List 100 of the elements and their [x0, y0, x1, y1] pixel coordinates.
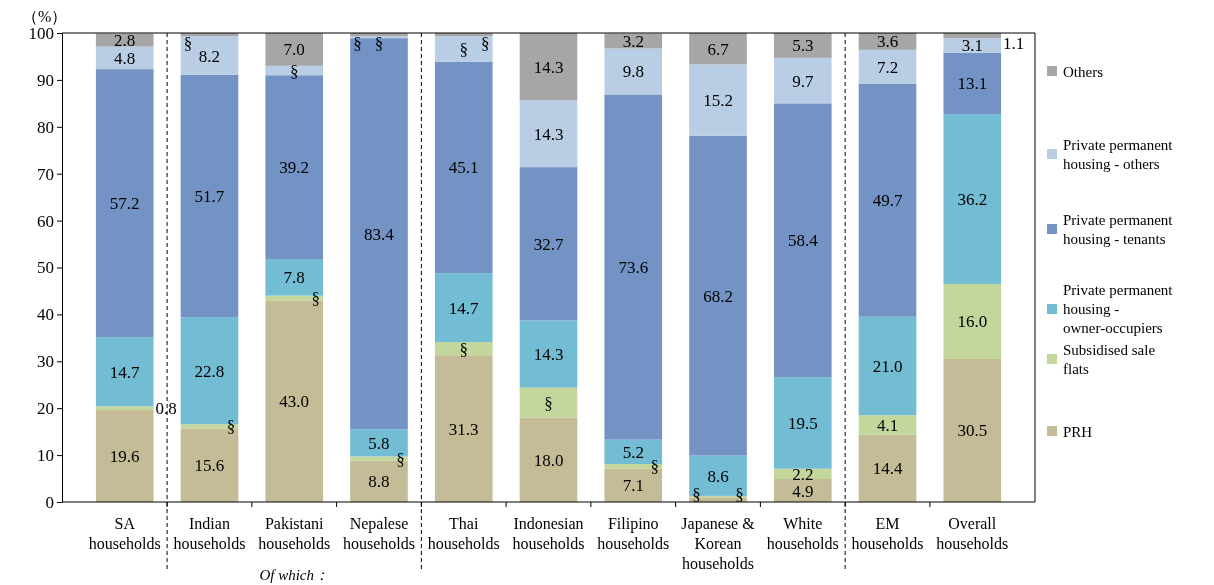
y-tick-label: 90	[37, 70, 54, 90]
data-label: §	[353, 34, 362, 53]
bar	[95, 410, 154, 502]
data-label: 57.2	[109, 194, 140, 214]
data-label: 7.8	[283, 268, 305, 288]
bar	[773, 33, 832, 58]
data-label: 7.2	[876, 57, 899, 77]
x-tick-label: EM households	[851, 515, 924, 552]
data-label: §	[544, 393, 553, 413]
data-label: 49.7	[872, 191, 903, 211]
data-label: 14.4	[872, 459, 903, 479]
bar	[434, 355, 493, 502]
bar	[434, 36, 493, 62]
bar	[265, 33, 324, 66]
data-label: 8.6	[707, 466, 729, 486]
x-tick-label: Overall households	[936, 515, 1009, 552]
bar	[773, 377, 832, 469]
legend-label: PRH	[1063, 424, 1093, 440]
bar	[180, 74, 239, 318]
data-label: 32.7	[533, 234, 564, 254]
bar	[858, 49, 917, 84]
data-label: 1.1	[1003, 34, 1025, 53]
y-axis-title: （%）	[22, 8, 68, 25]
bar	[350, 38, 408, 430]
data-label: 68.2	[703, 286, 733, 306]
data-label: §	[692, 485, 701, 504]
x-tick-label: Indian households	[173, 515, 246, 552]
legend-label: Others	[1063, 64, 1104, 80]
bar	[519, 417, 578, 502]
bar	[689, 64, 747, 136]
data-label: 14.7	[448, 298, 480, 318]
x-tick-label: Indonesian households	[512, 515, 585, 552]
y-tick-label: 10	[37, 446, 54, 466]
x-tick-label: Japanese & Korean households	[681, 515, 756, 572]
data-label: 43.0	[279, 392, 310, 412]
bar	[858, 415, 917, 435]
bar	[519, 387, 578, 418]
data-label: 0.8	[155, 399, 177, 419]
bar	[434, 61, 493, 274]
bar	[519, 320, 578, 388]
data-label: §	[481, 34, 490, 53]
bar	[943, 114, 1002, 284]
y-tick-label: 80	[37, 117, 54, 137]
bar	[689, 135, 747, 456]
data-label: 3.6	[876, 32, 899, 52]
bar	[95, 69, 154, 338]
data-label: 19.6	[109, 447, 140, 467]
bar	[943, 358, 1002, 502]
y-tick-label: 50	[37, 258, 54, 278]
y-tick-label: 40	[37, 305, 54, 325]
bar	[434, 273, 493, 343]
data-label: §	[183, 34, 193, 53]
bar	[689, 33, 747, 65]
data-label: 5.3	[792, 36, 814, 56]
data-label: 2.8	[114, 31, 136, 51]
data-label: 51.7	[194, 186, 225, 206]
y-tick-label: 30	[37, 352, 54, 372]
data-label: 15.6	[194, 456, 225, 476]
x-tick-label: Filipino households	[597, 515, 670, 552]
data-label: 14.3	[533, 345, 564, 365]
data-label: 7.1	[622, 476, 644, 496]
bar	[858, 83, 917, 317]
data-label: 4.9	[792, 481, 814, 501]
y-tick-label: 70	[37, 164, 54, 184]
data-label: 14.7	[109, 362, 141, 382]
data-label: 13.1	[957, 74, 988, 94]
x-tick-label: White households	[766, 515, 839, 552]
data-label: 3.2	[622, 31, 644, 51]
data-label: 8.8	[368, 472, 390, 492]
data-label: 30.5	[957, 421, 988, 441]
data-label: 5.2	[622, 442, 644, 462]
data-label: 8.2	[198, 46, 221, 66]
bar	[943, 52, 1002, 115]
data-label: 9.7	[792, 71, 814, 91]
bar	[858, 316, 917, 416]
data-label: 14.3	[533, 124, 564, 144]
data-label: 3.1	[961, 36, 983, 56]
bar	[519, 100, 578, 168]
data-label: §	[226, 417, 236, 437]
data-label: 4.8	[114, 48, 136, 68]
bar	[519, 33, 578, 101]
data-label: §	[374, 34, 384, 53]
bar	[773, 57, 832, 104]
data-label: 4.1	[876, 415, 899, 435]
data-label: 18.0	[533, 450, 564, 470]
text: Of which：	[259, 567, 330, 583]
x-tick-label: Pakistani households	[258, 515, 331, 552]
data-label: 19.5	[787, 413, 818, 433]
data-label: 14.3	[533, 57, 564, 77]
data-label: 21.0	[872, 356, 903, 376]
bar	[943, 38, 1002, 53]
data-label: 7.0	[283, 40, 305, 60]
bar	[95, 406, 154, 411]
data-label: 5.8	[368, 433, 390, 453]
data-label: 6.7	[707, 39, 730, 59]
bar	[773, 103, 832, 378]
data-label: 16.0	[957, 312, 988, 332]
data-label: 2.2	[792, 464, 814, 484]
data-label: §	[650, 457, 660, 477]
bar	[519, 167, 578, 321]
